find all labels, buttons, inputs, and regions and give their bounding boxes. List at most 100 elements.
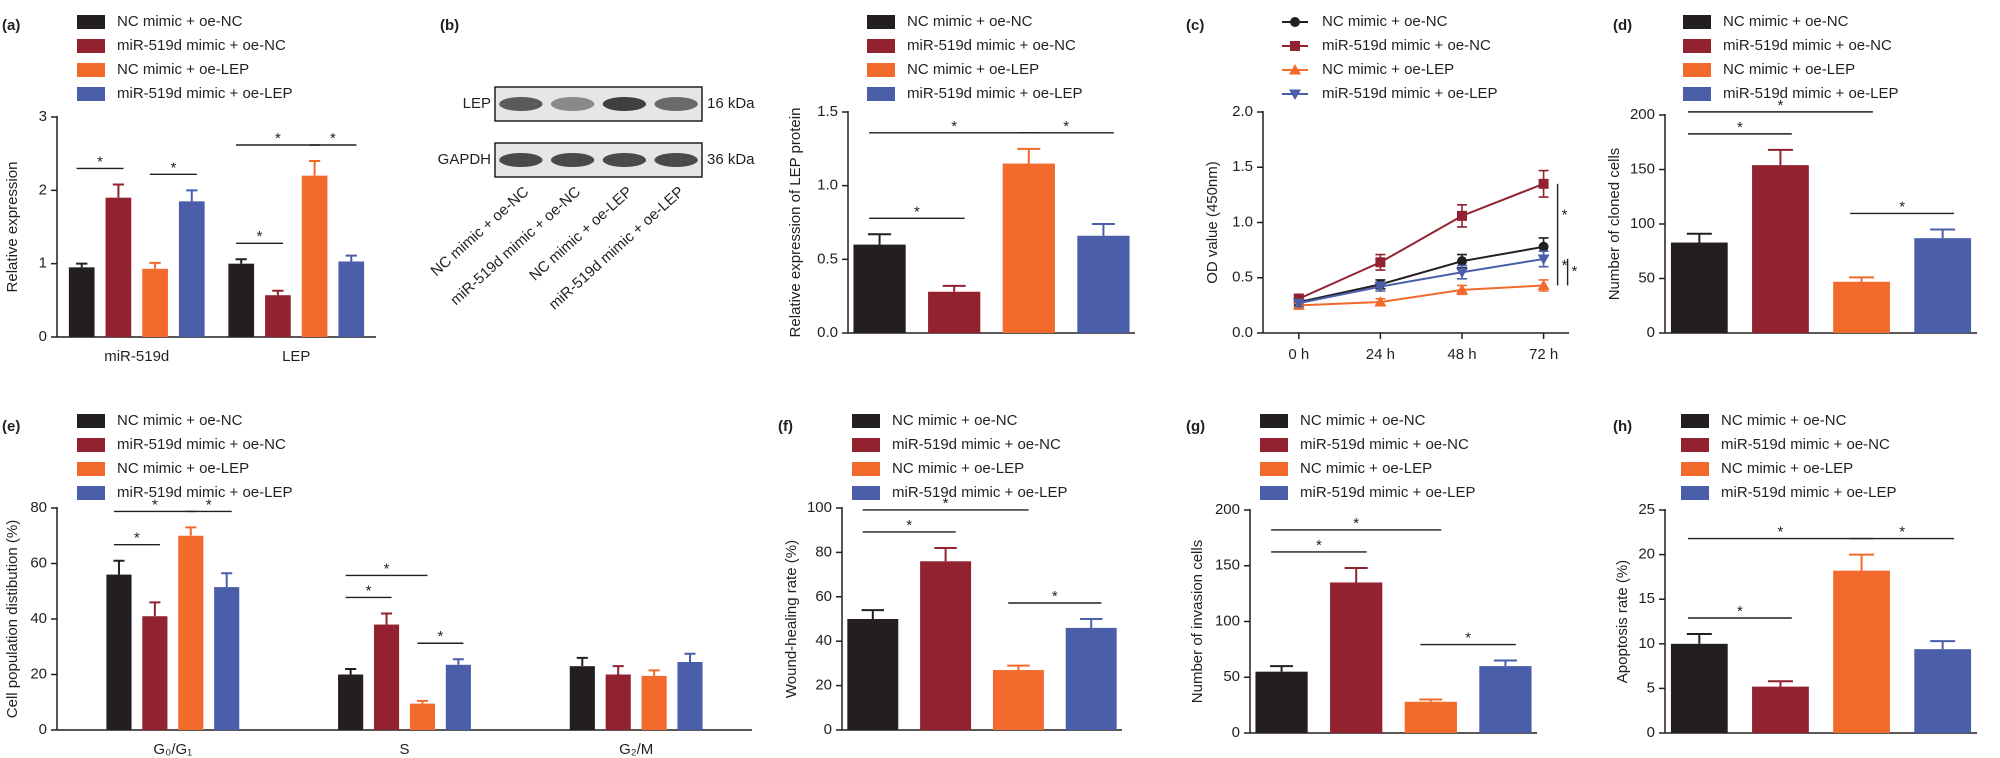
x-tick-label: S xyxy=(399,741,409,758)
error-bar xyxy=(416,699,428,704)
point xyxy=(1292,298,1305,310)
bar xyxy=(1479,666,1532,733)
bar xyxy=(68,267,95,337)
significance-label: * xyxy=(330,130,336,147)
y-tick-label: 20 xyxy=(815,677,832,694)
bar xyxy=(1833,281,1890,333)
error-bar xyxy=(1091,222,1115,236)
error-bar xyxy=(1849,553,1875,571)
legend-swatch xyxy=(852,438,880,452)
legend-swatch xyxy=(1260,486,1288,500)
bar xyxy=(1077,235,1130,333)
y-tick-label: 20 xyxy=(1638,546,1655,563)
legend-swatch xyxy=(1683,63,1711,77)
legend-label: miR-519d mimic + oe-NC xyxy=(1322,37,1491,54)
legend-label: NC mimic + oe-NC xyxy=(1322,13,1448,30)
y-tick-label: 50 xyxy=(1223,668,1240,685)
significance-label: * xyxy=(152,496,158,513)
bar xyxy=(1404,701,1457,733)
legend-swatch xyxy=(852,462,880,476)
y-tick-label: 20 xyxy=(30,665,47,682)
legend-label: NC mimic + oe-NC xyxy=(117,412,243,429)
error-bar xyxy=(1930,228,1956,239)
y-axis-label: Relative expression of LEP protein xyxy=(787,108,804,338)
legend-label: miR-519d mimic + oe-NC xyxy=(907,37,1076,54)
y-tick-label: 40 xyxy=(30,610,47,627)
y-tick-label: 0.0 xyxy=(1232,324,1253,341)
point xyxy=(1538,178,1549,189)
legend-swatch xyxy=(852,414,880,428)
significance-label: * xyxy=(1737,603,1743,620)
error-bar xyxy=(113,559,125,575)
legend-label: miR-519d mimic + oe-NC xyxy=(117,436,286,453)
legend-swatch xyxy=(77,87,105,101)
point xyxy=(1537,254,1550,265)
y-tick-label: 80 xyxy=(30,499,47,516)
legend-label: miR-519d mimic + oe-LEP xyxy=(1322,85,1497,102)
significance-label: * xyxy=(257,228,263,245)
y-tick-label: 150 xyxy=(1215,557,1240,574)
series-line xyxy=(1298,257,1544,305)
significance-label: * xyxy=(1316,537,1322,554)
y-tick-label: 100 xyxy=(1630,215,1655,232)
significance-label: * xyxy=(1899,524,1905,541)
bar xyxy=(853,244,906,333)
y-tick-label: 0.0 xyxy=(817,324,838,341)
x-tick-label: 0 h xyxy=(1288,346,1309,363)
significance-label: * xyxy=(384,560,390,577)
error-bar xyxy=(576,656,588,667)
legend-label: miR-519d mimic + oe-NC xyxy=(117,37,286,54)
y-tick-label: 0 xyxy=(1647,324,1655,341)
significance-label: * xyxy=(97,153,103,170)
error-bar xyxy=(1270,665,1294,672)
error-bar xyxy=(942,284,966,292)
blot-row-label: LEP xyxy=(463,95,491,112)
bar xyxy=(1752,165,1809,333)
legend-label: NC mimic + oe-LEP xyxy=(1723,61,1855,78)
blot-band xyxy=(550,153,595,167)
error-bar xyxy=(185,526,197,536)
legend-label: miR-519d mimic + oe-LEP xyxy=(117,484,292,501)
legend-swatch xyxy=(77,39,105,53)
bar xyxy=(1752,686,1809,733)
x-tick-label: G₀/G₁ xyxy=(153,741,192,758)
panel-label: (c) xyxy=(1186,17,1204,34)
significance-label: * xyxy=(1899,198,1905,215)
panel-label: (f) xyxy=(778,418,793,435)
legend-label: miR-519d mimic + oe-LEP xyxy=(1300,484,1475,501)
x-tick-label: 48 h xyxy=(1447,346,1476,363)
blot-band xyxy=(550,97,595,111)
bar xyxy=(569,666,595,730)
error-bar xyxy=(612,665,624,675)
error-bar xyxy=(452,658,464,665)
bar xyxy=(338,674,364,730)
error-bar xyxy=(1419,698,1443,702)
legend-label: NC mimic + oe-NC xyxy=(1721,412,1847,429)
bar xyxy=(373,624,400,730)
bar xyxy=(1255,671,1308,733)
legend-swatch xyxy=(867,87,895,101)
legend-label: miR-519d mimic + oe-NC xyxy=(1721,436,1890,453)
x-tick-label: 24 h xyxy=(1366,346,1395,363)
bar xyxy=(409,703,436,730)
blot-row-label: GAPDH xyxy=(438,151,491,168)
error-bar xyxy=(648,669,660,676)
significance-label: * xyxy=(437,628,443,645)
bar xyxy=(605,674,631,730)
legend-marker xyxy=(1289,64,1301,75)
significance-label: * xyxy=(1737,119,1743,136)
y-tick-label: 25 xyxy=(1638,501,1655,518)
bar xyxy=(847,619,899,730)
significance-label: * xyxy=(1353,515,1359,532)
y-axis-label: Relative expression xyxy=(4,162,21,293)
y-tick-label: 40 xyxy=(815,632,832,649)
legend-label: miR-519d mimic + oe-NC xyxy=(1300,436,1469,453)
legend-swatch xyxy=(77,462,105,476)
y-tick-label: 50 xyxy=(1638,269,1655,286)
error-bar xyxy=(112,183,125,198)
bar xyxy=(1670,242,1728,333)
significance-label: * xyxy=(1052,588,1058,605)
y-tick-label: 1.5 xyxy=(817,103,838,120)
bar xyxy=(105,197,132,337)
